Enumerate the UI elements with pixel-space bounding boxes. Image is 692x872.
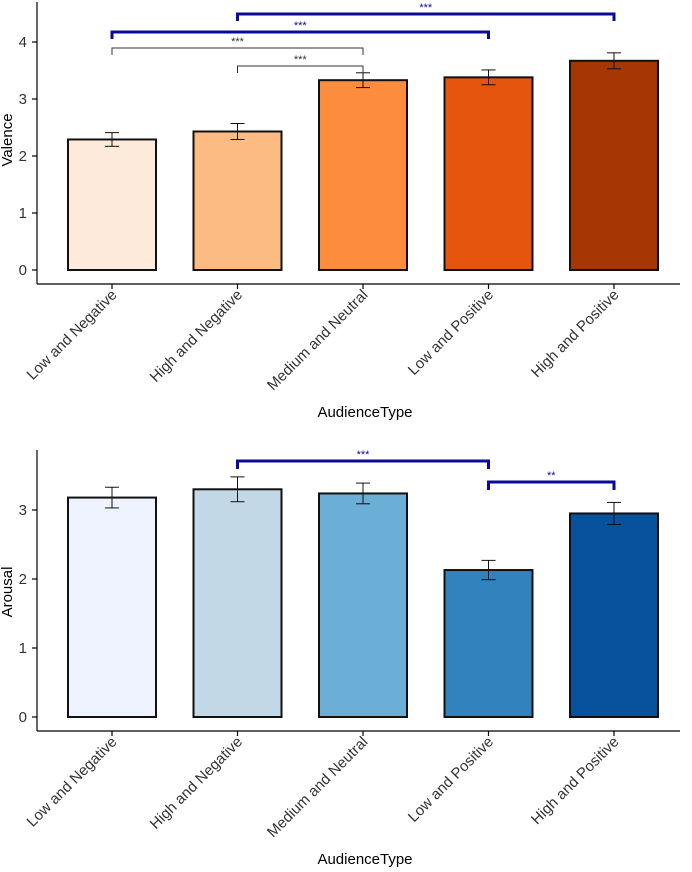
arousal-error-bar-high-and-negative [230,476,245,503]
bracket-line [236,12,616,21]
valence-error-bar-high-and-negative [230,123,245,140]
valence-x-tick-label-low-and-positive: Low and Positive [405,286,497,378]
arousal-significance-bracket: ** [487,470,616,490]
significance-label: *** [419,2,433,14]
arousal-significance-bracket: *** [236,449,490,469]
valence-x-tick-label-high-and-negative: High and Negative [147,286,246,385]
valence-bar-medium-and-neutral [318,79,408,271]
valence-y-axis-title: Valence [0,113,16,166]
arousal-y-tick-label: 2 [19,571,27,588]
arousal-bar-high-and-positive [569,512,659,719]
arousal-bar-low-and-positive [443,569,534,719]
valence-error-bar-low-and-positive [481,69,496,86]
valence-significance-bracket: *** [236,2,616,21]
bracket-line [487,480,616,490]
bracket-line [110,30,490,39]
arousal-panel: 0 1 2 3 Low and Negative High and Negative Med… [0,449,680,868]
arousal-error-bar-low-and-positive [481,559,496,581]
arousal-x-tick-label-high-and-negative: High and Negative [147,733,246,832]
arousal-bar-high-and-negative [192,488,283,718]
arousal-bar-medium-and-neutral [318,492,408,718]
arousal-y-tick-label: 3 [19,502,27,519]
arousal-x-tick-label-low-and-positive: Low and Positive [405,733,497,825]
valence-x-axis-title: AudienceType [317,404,412,421]
arousal-error-bar-medium-and-neutral [356,482,370,505]
arousal-x-tick-label-low-and-negative: Low and Negative [24,733,121,830]
valence-bar-high-and-positive [569,59,659,272]
arousal-x-axis-title: AudienceType [317,851,412,868]
valence-y-tick-label: 2 [19,148,27,165]
valence-y-tick-label: 0 [19,262,27,279]
arousal-x-tick-label-high-and-positive: High and Positive [528,733,623,828]
valence-error-bar-low-and-negative [105,132,119,147]
arousal-x-tick-label-medium-and-neutral: Medium and Neutral [264,733,372,841]
valence-y-tick-label: 3 [19,91,27,108]
bracket-line [111,47,364,55]
valence-y-tick-label: 4 [19,34,27,51]
arousal-y-axis-title: Arousal [0,567,16,618]
valence-significance-bracket: *** [237,54,364,73]
valence-significance-bracket: *** [111,36,364,55]
valence-panel: 0 1 2 3 4 Low and Negative High and Negative Me… [0,2,680,421]
significance-label: ** [547,470,556,482]
valence-y-tick-label: 1 [19,205,27,222]
arousal-bar-low-and-negative [67,496,157,718]
valence-bar-high-and-negative [192,130,283,271]
valence-bar-low-and-positive [443,76,534,271]
valence-bar-low-and-negative [67,138,157,271]
arousal-error-bar-high-and-positive [607,501,621,525]
significance-label: *** [294,20,308,32]
valence-x-tick-label-high-and-positive: High and Positive [528,286,623,381]
significance-label: *** [231,36,245,48]
arousal-error-bar-low-and-negative [105,486,119,509]
valence-x-tick-label-medium-and-neutral: Medium and Neutral [264,286,372,394]
valence-x-tick-label-low-and-negative: Low and Negative [24,286,121,383]
significance-label: *** [294,54,308,66]
bracket-line [237,65,364,73]
bracket-line [236,459,490,469]
valence-significance-bracket: *** [110,20,490,39]
arousal-y-tick-label: 1 [19,640,27,657]
significance-label: *** [357,449,371,461]
arousal-y-tick-label: 0 [19,709,27,726]
valence-error-bar-high-and-positive [607,52,621,70]
